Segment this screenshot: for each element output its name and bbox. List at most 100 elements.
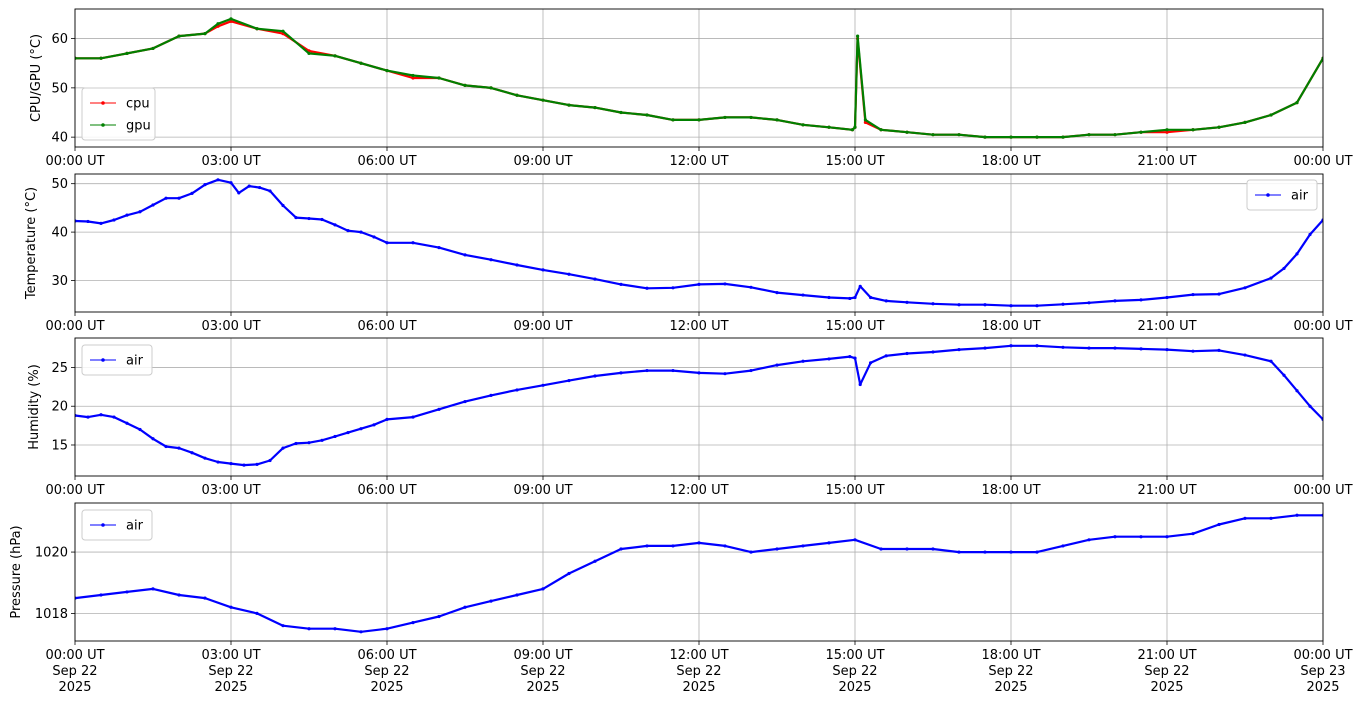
series-line-air bbox=[75, 344, 1323, 467]
x-tick-label: 15:00 UT bbox=[825, 154, 884, 169]
data-point-gpu bbox=[863, 118, 868, 122]
data-point-gpu bbox=[749, 115, 753, 120]
legend: air bbox=[1246, 179, 1318, 211]
x-tick-label: 18:00 UT Sep 22 2025 bbox=[981, 648, 1040, 695]
data-point-air bbox=[957, 550, 961, 554]
data-point-air bbox=[1308, 404, 1312, 408]
data-point-air bbox=[411, 621, 415, 625]
x-tick-label: 00:00 UT bbox=[1293, 483, 1352, 498]
x-tick-label: 00:00 UT Sep 22 2025 bbox=[45, 648, 104, 695]
x-tick-label: 00:00 UT bbox=[45, 483, 104, 498]
data-point-air bbox=[1191, 532, 1195, 536]
data-point-air bbox=[541, 383, 545, 387]
axes-frame bbox=[74, 502, 1324, 642]
data-point-air bbox=[1295, 389, 1299, 393]
y-tick-label: 15 bbox=[51, 438, 68, 453]
data-point-air bbox=[671, 544, 675, 548]
x-tick-label: 12:00 UT bbox=[669, 154, 728, 169]
data-point-air bbox=[216, 178, 220, 182]
data-point-air bbox=[281, 203, 285, 208]
data-point-air bbox=[229, 461, 233, 466]
data-point-air bbox=[411, 415, 415, 419]
data-point-air bbox=[515, 388, 519, 392]
data-point-air bbox=[1113, 346, 1117, 350]
data-point-air bbox=[567, 379, 571, 383]
data-point-air bbox=[957, 303, 961, 307]
data-point-air bbox=[1035, 304, 1039, 308]
legend-box bbox=[81, 344, 153, 376]
legend-label-cpu: cpu bbox=[126, 97, 150, 112]
data-point-air bbox=[775, 547, 779, 551]
data-point-gpu bbox=[1165, 128, 1169, 132]
data-point-air bbox=[1035, 344, 1039, 348]
data-point-air bbox=[320, 438, 324, 442]
data-point-air bbox=[86, 219, 90, 224]
data-point-air bbox=[359, 230, 363, 234]
data-point-air bbox=[333, 434, 337, 439]
data-point-air bbox=[848, 296, 852, 301]
data-point-air bbox=[1165, 295, 1169, 300]
data-point-air bbox=[255, 462, 259, 466]
data-point-air bbox=[229, 181, 233, 185]
data-point-gpu bbox=[983, 135, 987, 139]
data-point-air bbox=[593, 277, 597, 281]
data-point-air bbox=[86, 415, 90, 419]
data-point-air bbox=[237, 191, 241, 195]
y-tick-label: 20 bbox=[51, 400, 68, 415]
data-point-gpu bbox=[177, 34, 181, 38]
x-tick-label: 03:00 UT Sep 22 2025 bbox=[201, 648, 260, 695]
data-point-gpu bbox=[1217, 125, 1221, 129]
data-point-air bbox=[372, 423, 376, 427]
data-point-air bbox=[541, 268, 545, 272]
y-tick-label: 60 bbox=[51, 32, 68, 47]
data-point-air bbox=[1009, 304, 1013, 308]
data-point-air bbox=[1217, 522, 1221, 527]
legend: air bbox=[81, 344, 153, 376]
data-point-air bbox=[1035, 550, 1039, 554]
legend-label-gpu: gpu bbox=[126, 119, 151, 134]
data-point-air bbox=[1217, 292, 1221, 296]
data-point-gpu bbox=[697, 118, 701, 122]
legend-marker-air bbox=[101, 358, 105, 362]
data-point-gpu bbox=[1243, 120, 1247, 124]
data-point-air bbox=[1243, 353, 1247, 357]
data-point-air bbox=[801, 293, 805, 297]
x-tick-label: 06:00 UT Sep 22 2025 bbox=[357, 648, 416, 695]
data-point-air bbox=[1061, 544, 1065, 548]
plot-area bbox=[75, 178, 1323, 308]
x-tick-label: 18:00 UT bbox=[981, 483, 1040, 498]
data-point-air bbox=[112, 218, 116, 222]
data-point-air bbox=[749, 368, 753, 373]
x-tick-label: 09:00 UT bbox=[513, 154, 572, 169]
data-point-air bbox=[931, 350, 935, 354]
data-point-gpu bbox=[775, 118, 779, 122]
data-point-air bbox=[1243, 286, 1247, 290]
data-point-gpu bbox=[1295, 101, 1299, 105]
data-point-air bbox=[346, 229, 350, 233]
legend-box bbox=[81, 87, 156, 141]
x-tick-label: 12:00 UT bbox=[669, 319, 728, 334]
data-point-air bbox=[333, 627, 337, 631]
y-axis-label: Humidity (%) bbox=[27, 364, 42, 450]
data-point-air bbox=[723, 372, 727, 376]
data-point-air bbox=[1217, 348, 1221, 353]
data-point-air bbox=[593, 374, 597, 378]
legend-label-air: air bbox=[126, 519, 144, 534]
data-point-air bbox=[177, 593, 181, 597]
data-point-air bbox=[827, 295, 831, 300]
data-point-air bbox=[151, 203, 155, 207]
data-point-gpu bbox=[541, 98, 545, 102]
data-point-air bbox=[645, 286, 649, 290]
x-tick-label: 06:00 UT bbox=[357, 483, 416, 498]
x-tick-label: 12:00 UT Sep 22 2025 bbox=[669, 648, 728, 695]
x-tick-label: 06:00 UT bbox=[357, 319, 416, 334]
data-point-gpu bbox=[1009, 135, 1013, 139]
data-point-air bbox=[177, 446, 181, 450]
data-point-air bbox=[541, 587, 545, 591]
data-point-air bbox=[1113, 299, 1117, 303]
data-point-air bbox=[931, 302, 935, 306]
data-point-gpu bbox=[1139, 130, 1143, 134]
y-tick-label: 1020 bbox=[35, 546, 68, 561]
data-point-air bbox=[1269, 516, 1273, 520]
